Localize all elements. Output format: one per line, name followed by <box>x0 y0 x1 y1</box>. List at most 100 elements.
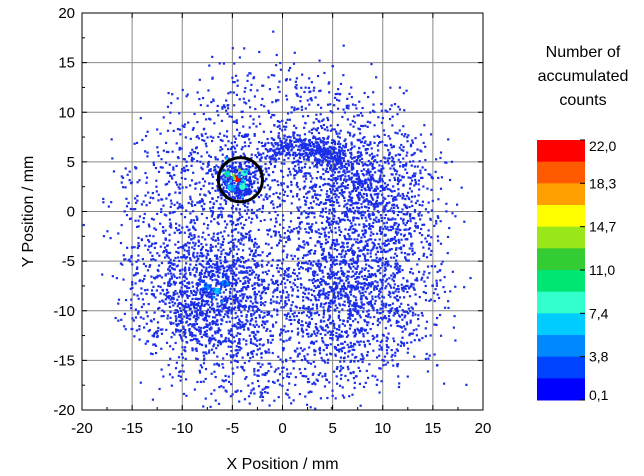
data-point <box>216 313 219 317</box>
data-point <box>318 268 321 271</box>
data-point <box>338 132 341 135</box>
data-point <box>331 389 334 392</box>
data-point <box>354 228 357 231</box>
data-point <box>374 295 377 298</box>
data-point <box>204 282 208 285</box>
data-point <box>176 229 179 232</box>
data-point <box>267 109 270 112</box>
data-point <box>349 324 353 327</box>
data-point <box>354 304 357 307</box>
data-point <box>370 291 373 294</box>
data-point <box>369 121 372 124</box>
data-point <box>413 251 416 255</box>
data-point <box>195 263 198 266</box>
data-point <box>335 238 338 241</box>
data-point <box>430 209 433 212</box>
data-point <box>192 241 195 244</box>
data-point <box>314 323 318 326</box>
data-point <box>322 341 325 344</box>
data-point <box>195 310 198 313</box>
data-point <box>360 217 364 220</box>
data-point <box>276 214 279 217</box>
data-point <box>372 179 376 182</box>
data-point <box>184 136 187 139</box>
data-point <box>211 320 215 323</box>
data-point <box>324 283 328 286</box>
data-point <box>319 277 323 281</box>
data-point <box>315 334 318 337</box>
data-point <box>239 323 242 326</box>
data-point <box>237 238 240 242</box>
data-point <box>331 337 334 340</box>
data-point <box>343 340 347 344</box>
data-point <box>418 295 421 299</box>
data-point <box>129 217 133 220</box>
data-point <box>306 353 309 356</box>
data-point <box>317 260 320 263</box>
data-point <box>424 299 428 302</box>
data-point <box>343 146 346 149</box>
data-point <box>153 277 157 280</box>
data-point <box>190 303 193 307</box>
data-point <box>259 219 262 223</box>
data-point <box>397 385 401 389</box>
data-point <box>216 158 219 161</box>
data-point <box>365 314 368 318</box>
data-point <box>137 312 140 315</box>
data-point <box>384 197 387 200</box>
data-point <box>187 281 190 284</box>
data-point <box>169 321 172 324</box>
data-point <box>315 176 318 180</box>
data-point <box>304 288 307 292</box>
data-point <box>248 126 251 129</box>
data-point <box>260 283 263 286</box>
data-point <box>194 334 197 337</box>
data-point <box>414 224 417 228</box>
data-point <box>160 315 163 318</box>
data-point <box>270 365 273 368</box>
data-point <box>379 291 382 294</box>
data-point <box>353 381 356 384</box>
data-point <box>136 272 139 275</box>
data-point <box>449 290 452 293</box>
data-point <box>285 94 288 97</box>
data-point <box>209 200 212 204</box>
data-point <box>256 307 260 310</box>
data-point <box>241 356 244 359</box>
data-point <box>229 249 232 253</box>
data-point <box>102 201 105 204</box>
data-point <box>199 103 202 107</box>
data-point <box>253 367 256 371</box>
data-point <box>341 173 344 177</box>
data-point <box>354 186 357 189</box>
data-point <box>282 366 285 369</box>
data-point <box>331 199 334 202</box>
data-point <box>326 326 330 329</box>
data-point <box>394 239 398 242</box>
data-point <box>379 311 382 315</box>
data-point <box>259 153 262 156</box>
data-point <box>433 353 436 356</box>
data-point <box>383 250 386 253</box>
data-point <box>193 323 196 326</box>
data-point <box>341 191 344 194</box>
data-point <box>260 324 264 327</box>
data-point <box>240 314 243 318</box>
data-point <box>207 308 210 311</box>
data-point <box>316 379 319 382</box>
data-point <box>439 242 443 245</box>
data-point <box>269 201 273 204</box>
data-point <box>145 181 148 184</box>
data-point <box>337 222 340 225</box>
data-point <box>192 210 195 213</box>
data-point <box>222 248 225 251</box>
data-point <box>375 76 378 79</box>
data-point <box>318 289 321 293</box>
data-point <box>241 367 244 370</box>
data-point <box>353 304 356 308</box>
data-point <box>409 143 413 146</box>
data-point <box>131 286 134 290</box>
data-point <box>188 305 191 308</box>
data-point <box>406 347 410 350</box>
data-point <box>175 250 178 253</box>
